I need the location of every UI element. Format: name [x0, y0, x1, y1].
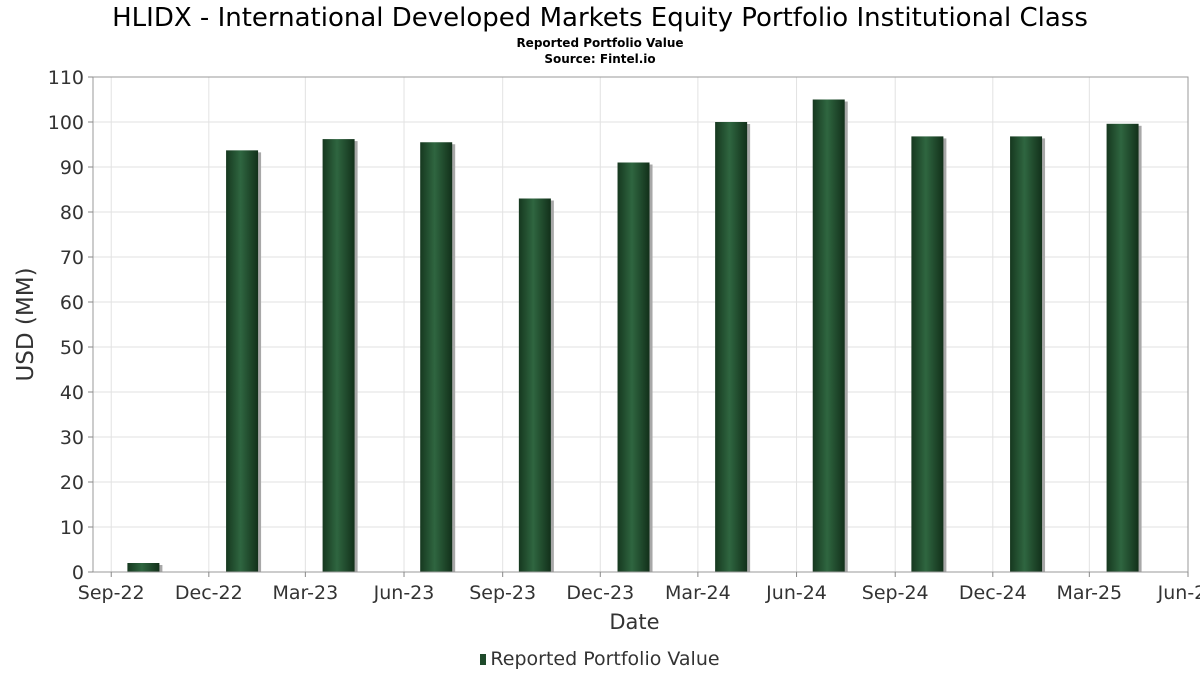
x-tick-label: Jun-23 — [373, 582, 435, 604]
bar — [420, 142, 453, 572]
bar — [322, 139, 355, 572]
x-tick-label: Dec-22 — [175, 582, 243, 604]
y-tick-label: 60 — [60, 292, 84, 314]
y-tick-label: 100 — [48, 112, 84, 134]
y-tick-label: 0 — [72, 562, 84, 584]
y-axis-label: USD (MM) — [13, 267, 39, 381]
plot-frame — [92, 76, 1189, 573]
y-tick-label: 80 — [60, 202, 84, 224]
chart-title: HLIDX - International Developed Markets … — [112, 3, 1088, 33]
x-tick-label: Sep-23 — [469, 582, 536, 604]
bars — [127, 99, 1142, 573]
y-tick-label: 20 — [60, 472, 84, 494]
bar — [127, 563, 160, 572]
x-axis: Sep-22 Dec-22 Mar-23 Jun-23 Sep-23 Dec-23 Mar-… — [78, 572, 1200, 604]
x-tick-label: Mar-25 — [1056, 582, 1122, 604]
bar — [518, 198, 551, 572]
chart-subtitle: Reported Portfolio Value — [516, 36, 684, 50]
x-tick-label: Jun-24 — [765, 582, 827, 604]
bar — [911, 136, 944, 572]
bar — [1010, 136, 1043, 572]
bar — [1106, 123, 1139, 573]
x-tick-label: Mar-24 — [665, 582, 731, 604]
bar — [617, 162, 650, 572]
bar — [715, 122, 748, 572]
x-tick-label: Dec-23 — [566, 582, 634, 604]
x-tick-label: Sep-24 — [862, 582, 929, 604]
y-tick-label: 10 — [60, 517, 84, 539]
chart-source: Source: Fintel.io — [544, 52, 656, 66]
y-tick-label: 70 — [60, 247, 84, 269]
legend: Reported Portfolio Value — [0, 647, 1200, 671]
y-axis: 0 10 20 30 40 50 60 70 80 90 100 110 — [48, 67, 93, 584]
bar — [812, 99, 845, 572]
x-tick-label: Sep-22 — [78, 582, 145, 604]
bar — [226, 150, 259, 572]
x-axis-label: Date — [609, 610, 659, 634]
x-tick-label: Mar-23 — [273, 582, 339, 604]
y-tick-label: 90 — [60, 157, 84, 179]
y-tick-label: 40 — [60, 382, 84, 404]
y-tick-label: 50 — [60, 337, 84, 359]
legend-label: Reported Portfolio Value — [490, 648, 720, 670]
legend-swatch — [480, 654, 487, 665]
x-tick-label: Jun-25 — [1157, 582, 1200, 604]
y-tick-label: 30 — [60, 427, 84, 449]
x-tick-label: Dec-24 — [959, 582, 1027, 604]
y-tick-label: 110 — [48, 67, 84, 89]
